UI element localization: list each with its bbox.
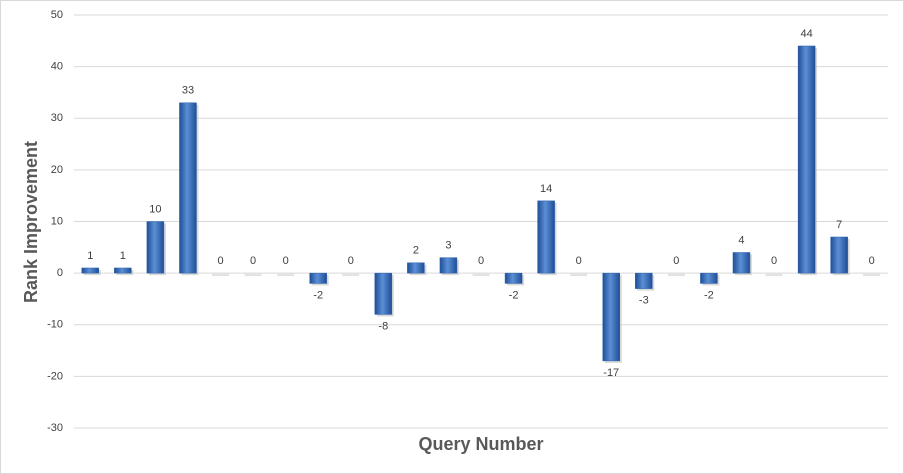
y-tick-label: 30 — [51, 112, 63, 124]
y-axis-title: Rank Improvement — [21, 141, 41, 303]
y-tick-label: -10 — [47, 319, 63, 331]
bar — [277, 273, 295, 277]
data-label: 44 — [800, 28, 812, 40]
data-label: -2 — [704, 289, 714, 301]
data-label: -2 — [509, 289, 519, 301]
bar — [472, 273, 490, 277]
data-label: 7 — [836, 219, 842, 231]
data-label: 0 — [869, 255, 875, 267]
y-tick-label: 10 — [51, 215, 63, 227]
bar — [635, 272, 653, 289]
bar — [570, 273, 588, 277]
data-label: 4 — [738, 234, 744, 246]
bar — [504, 272, 523, 284]
data-label: 0 — [250, 255, 256, 267]
bar — [602, 272, 620, 362]
data-label: 10 — [149, 203, 161, 215]
y-tick-label: 20 — [51, 164, 63, 176]
x-axis-title: Query Number — [418, 434, 543, 454]
bar — [830, 236, 848, 274]
data-label: -3 — [639, 295, 649, 307]
bar — [114, 267, 132, 274]
data-label: 2 — [413, 245, 419, 257]
bar — [732, 252, 751, 274]
data-label: 1 — [87, 250, 93, 262]
data-label: -2 — [313, 289, 323, 301]
data-label: 33 — [182, 85, 194, 97]
bar — [765, 273, 783, 277]
y-tick-label: 50 — [51, 9, 63, 21]
bar — [81, 267, 100, 274]
data-label: 0 — [348, 255, 354, 267]
bar — [700, 272, 718, 284]
bar — [374, 272, 393, 315]
bar — [179, 102, 197, 274]
bar — [537, 200, 555, 274]
y-tick-label: 0 — [57, 267, 63, 279]
data-label: 0 — [576, 255, 582, 267]
y-tick-label: -30 — [47, 422, 63, 434]
bar — [146, 221, 165, 274]
data-label: -17 — [603, 367, 619, 379]
bar — [667, 273, 685, 277]
bar — [439, 257, 458, 274]
bar — [863, 273, 881, 277]
y-tick-label: -20 — [47, 370, 63, 382]
data-label: 0 — [283, 255, 289, 267]
data-label: 0 — [478, 255, 484, 267]
data-label: 0 — [217, 255, 223, 267]
data-label: 1 — [120, 250, 126, 262]
data-label: 0 — [673, 255, 679, 267]
data-label: 0 — [771, 255, 777, 267]
data-label: 14 — [540, 183, 552, 195]
bar — [244, 273, 262, 277]
bar — [212, 273, 230, 277]
bar — [797, 45, 816, 274]
data-label: -8 — [378, 320, 388, 332]
y-tick-label: 40 — [51, 61, 63, 73]
bar — [342, 273, 360, 277]
bar — [407, 262, 425, 274]
bar — [309, 272, 327, 284]
data-label: 3 — [445, 240, 451, 252]
